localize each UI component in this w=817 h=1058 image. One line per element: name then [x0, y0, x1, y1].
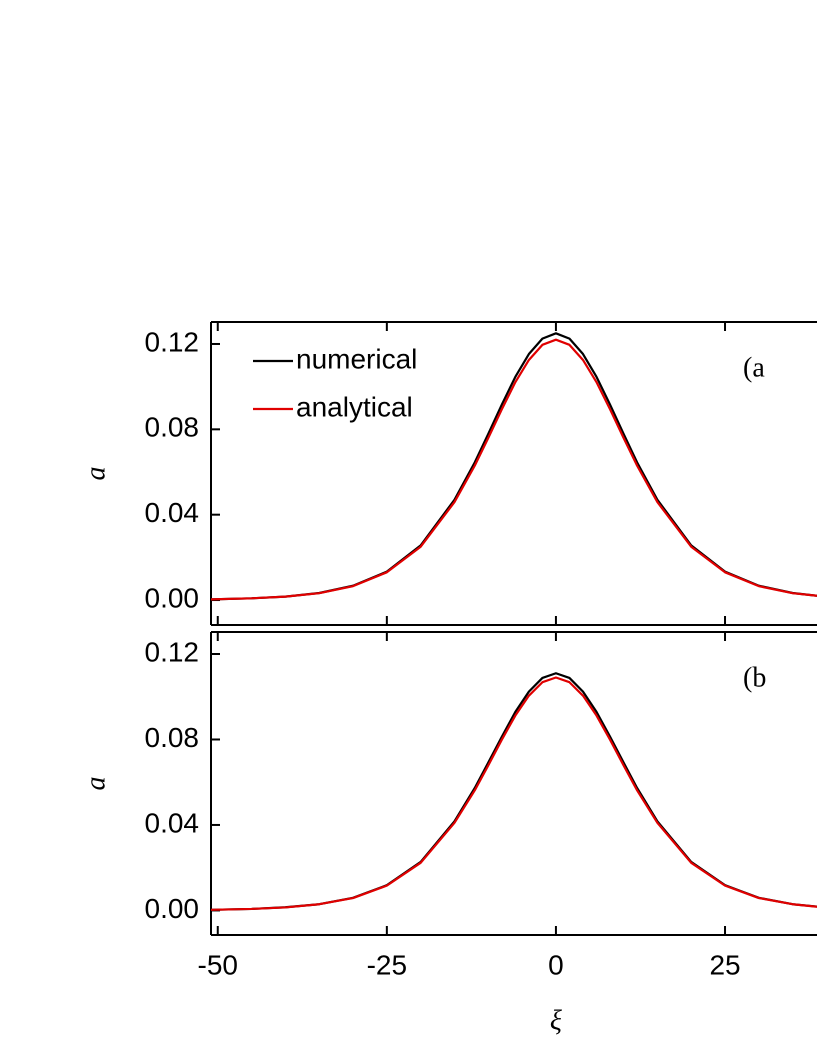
y-tick-label: 0.08	[145, 412, 200, 443]
x-tick-label: 25	[709, 949, 740, 980]
y-tick-label: 0.12	[145, 326, 200, 357]
y-tick-label: 0.08	[145, 722, 200, 753]
y-axis-label: a	[80, 777, 111, 791]
y-tick-label: 0.12	[145, 636, 200, 667]
data-line	[210, 338, 817, 601]
legend-label: numerical	[296, 343, 417, 374]
y-tick-label: 0.04	[145, 807, 200, 838]
y-tick-label: 0.00	[145, 582, 200, 613]
x-tick-label: -25	[367, 949, 407, 980]
legend-label: analytical	[296, 391, 413, 422]
panel-label: (b	[743, 662, 766, 693]
data-line	[210, 676, 817, 911]
data-line	[210, 672, 817, 911]
x-tick-label: 0	[548, 949, 564, 980]
y-tick-label: 0.00	[145, 893, 200, 924]
panel-label: (a	[743, 352, 765, 383]
x-tick-label: -50	[198, 949, 238, 980]
y-axis-label: a	[80, 467, 111, 481]
x-axis-label: ξ	[550, 1005, 562, 1036]
y-tick-label: 0.04	[145, 497, 200, 528]
